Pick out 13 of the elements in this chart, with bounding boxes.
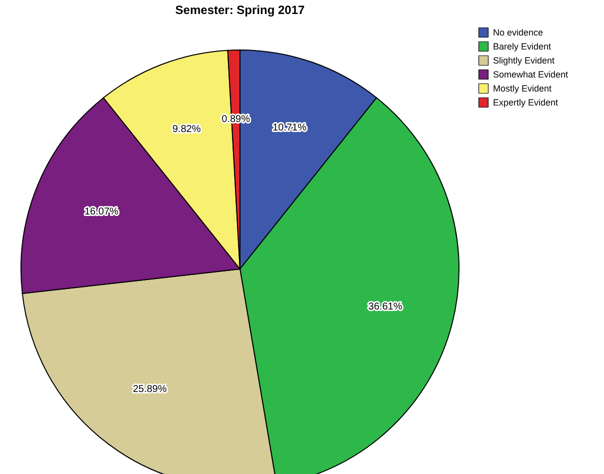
data-label: 25.89% bbox=[132, 384, 167, 395]
data-label: 0.89% bbox=[222, 114, 250, 126]
data-label: 36.61% bbox=[368, 301, 402, 312]
legend-label: Barely Evident bbox=[493, 42, 552, 52]
legend-label: Expertly Evident bbox=[493, 98, 559, 108]
legend-label: Mostly Evident bbox=[493, 84, 552, 94]
chart-title: Semester: Spring 2017 bbox=[175, 3, 306, 17]
data-label: 10.71% bbox=[272, 122, 307, 134]
data-label: 9.82% bbox=[172, 124, 201, 135]
legend-label: Somewhat Evident bbox=[493, 70, 569, 80]
data-label: 16.07% bbox=[84, 206, 118, 218]
legend-label: Slightly Evident bbox=[493, 56, 556, 66]
legend-label: No evidence bbox=[493, 28, 544, 38]
